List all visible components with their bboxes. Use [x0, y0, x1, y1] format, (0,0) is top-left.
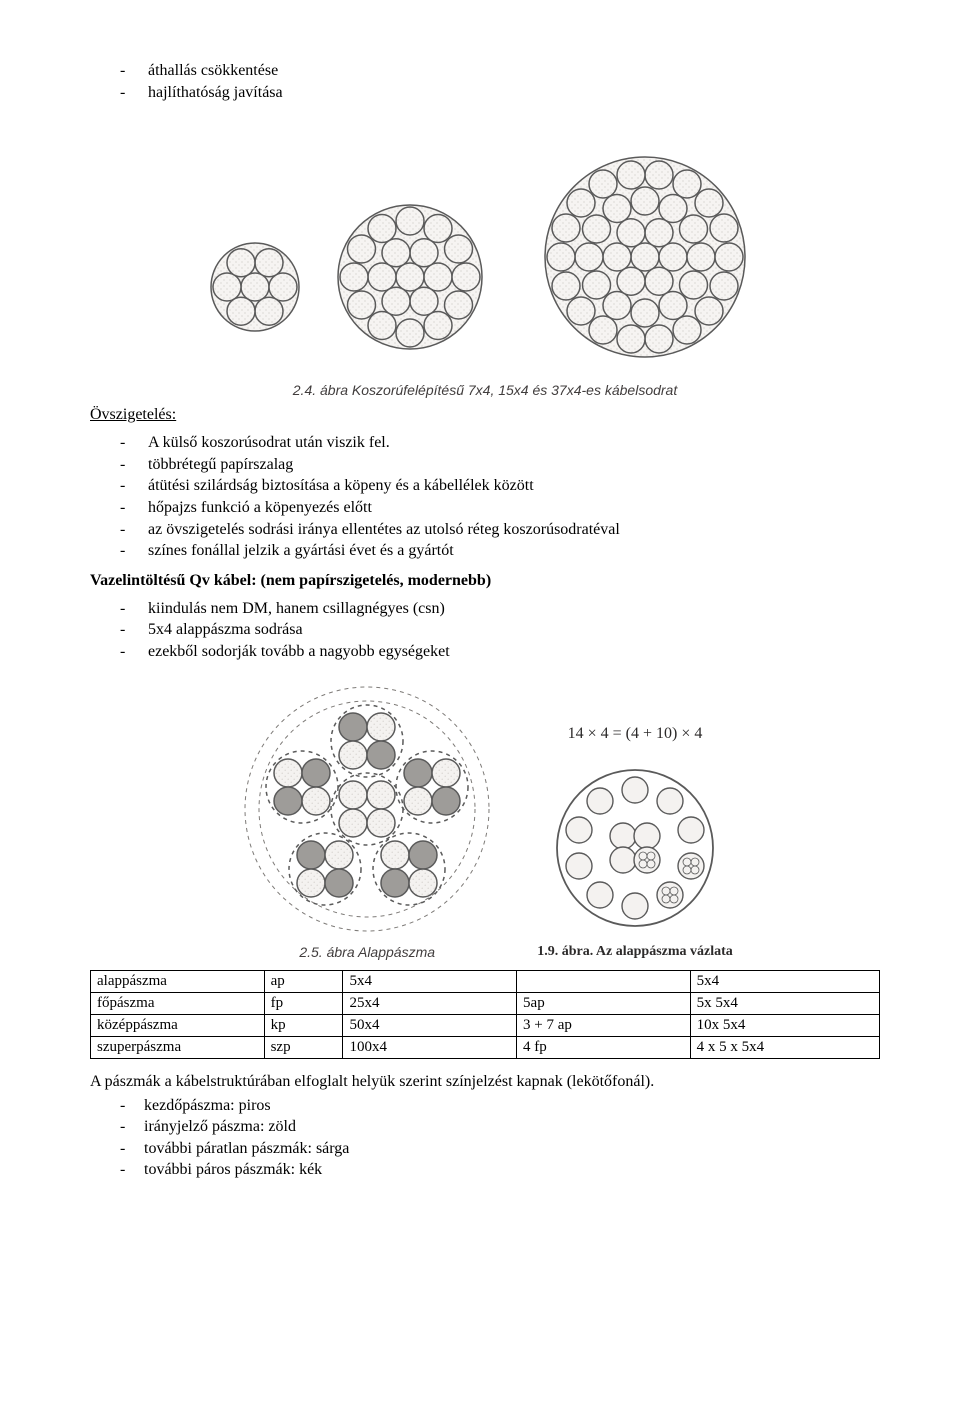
table-row: főpászma fp 25x4 5ap 5x 5x4	[91, 992, 880, 1014]
paszma-table: alappászma ap 5x4 5x4 főpászma fp 25x4 5…	[90, 970, 880, 1059]
cell: szp	[264, 1036, 343, 1058]
cell: 3 + 7 ap	[517, 1014, 691, 1036]
list-item: többrétegű papírszalag	[120, 454, 880, 476]
cell: 4 fp	[517, 1036, 691, 1058]
fig25-svg	[237, 679, 497, 939]
bottom-list: kezdőpászma: piros irányjelző pászma: zö…	[90, 1095, 880, 1181]
table-row: alappászma ap 5x4 5x4	[91, 970, 880, 992]
table-row: szuperpászma szp 100x4 4 fp 4 x 5 x 5x4	[91, 1036, 880, 1058]
cell: 100x4	[343, 1036, 517, 1058]
list-item: az övszigetelés sodrási iránya ellentéte…	[120, 519, 880, 541]
cell: 50x4	[343, 1014, 517, 1036]
cell: főpászma	[91, 992, 265, 1014]
list-item: további páros pászmák: kék	[120, 1159, 880, 1181]
table-row: középpászma kp 50x4 3 + 7 ap 10x 5x4	[91, 1014, 880, 1036]
qv-list: kiindulás nem DM, hanem csillagnégyes (c…	[90, 598, 880, 663]
cell: alappászma	[91, 970, 265, 992]
fig19-svg	[550, 763, 720, 933]
list-item: hőpajzs funkció a köpenyezés előtt	[120, 497, 880, 519]
fig25-equation: 14 × 4 = (4 + 10) × 4	[537, 725, 733, 743]
list-item: áthallás csökkentése	[120, 60, 880, 82]
fig25-caption: 2.5. ábra Alappászma	[237, 944, 497, 960]
cell: ap	[264, 970, 343, 992]
fig19-caption: 1.9. ábra. Az alappászma vázlata	[537, 944, 733, 960]
figure-2-4: 2.4. ábra Koszorúfelépítésű 7x4, 15x4 és…	[90, 117, 880, 398]
ovszig-list: A külső koszorúsodrat után viszik fel. t…	[90, 432, 880, 562]
list-item: kezdőpászma: piros	[120, 1095, 880, 1117]
figure-row-25-19: 2.5. ábra Alappászma 14 × 4 = (4 + 10) ×…	[90, 679, 880, 960]
cell: kp	[264, 1014, 343, 1036]
cell: 5x 5x4	[690, 992, 879, 1014]
list-item: irányjelző pászma: zöld	[120, 1116, 880, 1138]
list-item: 5x4 alappászma sodrása	[120, 619, 880, 641]
list-item: színes fonállal jelzik a gyártási évet é…	[120, 540, 880, 562]
ovszig-heading: Övszigetelés:	[90, 406, 880, 424]
fig24-svg	[175, 117, 795, 377]
cell: 5x4	[690, 970, 879, 992]
cell: 25x4	[343, 992, 517, 1014]
list-item: kiindulás nem DM, hanem csillagnégyes (c…	[120, 598, 880, 620]
cell: 4 x 5 x 5x4	[690, 1036, 879, 1058]
fig24-caption: 2.4. ábra Koszorúfelépítésű 7x4, 15x4 és…	[90, 382, 880, 398]
cell	[517, 970, 691, 992]
cell: 10x 5x4	[690, 1014, 879, 1036]
cell: 5ap	[517, 992, 691, 1014]
bottom-para: A pászmák a kábelstruktúrában elfoglalt …	[90, 1073, 880, 1091]
list-item: további páratlan pászmák: sárga	[120, 1138, 880, 1160]
cell: 5x4	[343, 970, 517, 992]
cell: középpászma	[91, 1014, 265, 1036]
cell: fp	[264, 992, 343, 1014]
list-item: A külső koszorúsodrat után viszik fel.	[120, 432, 880, 454]
list-item: hajlíthatóság javítása	[120, 82, 880, 104]
cell: szuperpászma	[91, 1036, 265, 1058]
top-list: áthallás csökkentése hajlíthatóság javít…	[90, 60, 880, 103]
list-item: ezekből sodorják tovább a nagyobb egység…	[120, 641, 880, 663]
qv-heading: Vazelintöltésű Qv kábel: (nem papírszige…	[90, 572, 880, 590]
list-item: átütési szilárdság biztosítása a köpeny …	[120, 475, 880, 497]
